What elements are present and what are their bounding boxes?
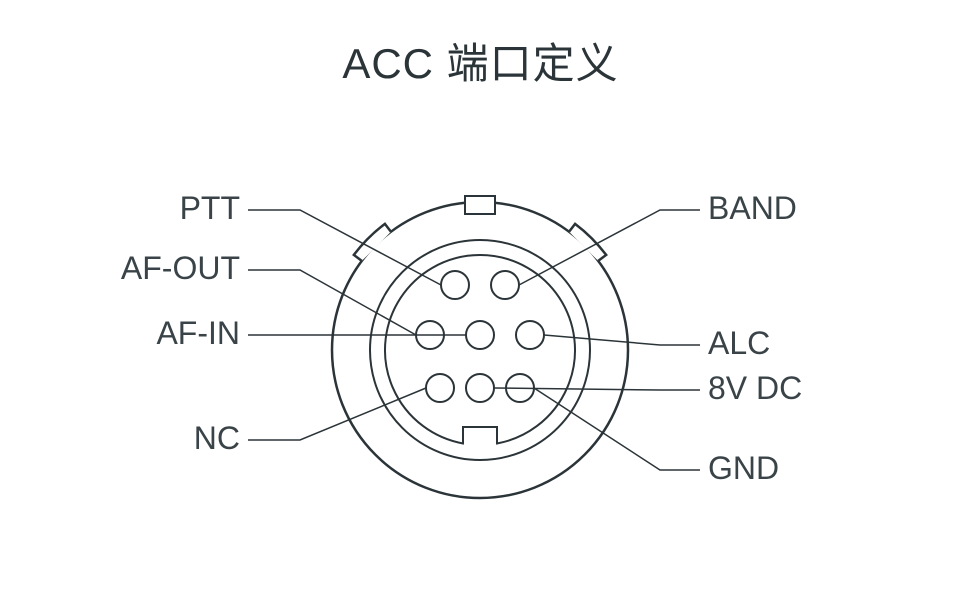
label-band: BAND: [708, 190, 797, 227]
label-ptt: PTT: [180, 190, 240, 227]
pin-8vdc: [466, 374, 494, 402]
label-nc: NC: [194, 420, 240, 457]
pin-band: [491, 271, 519, 299]
pin-nc: [426, 374, 454, 402]
label-af-in: AF-IN: [156, 315, 240, 352]
label-8vdc: 8V DC: [708, 370, 802, 407]
pin-ptt: [441, 271, 469, 299]
pin-af-in: [466, 321, 494, 349]
label-af-out: AF-OUT: [121, 250, 240, 287]
pin-alc: [516, 321, 544, 349]
diagram-container: ACC 端口定义 PTTBANDAF-OUTAF-INALCNC8V DCGND: [0, 0, 961, 600]
label-gnd: GND: [708, 450, 779, 487]
connector-svg: [0, 0, 961, 600]
label-alc: ALC: [708, 325, 770, 362]
